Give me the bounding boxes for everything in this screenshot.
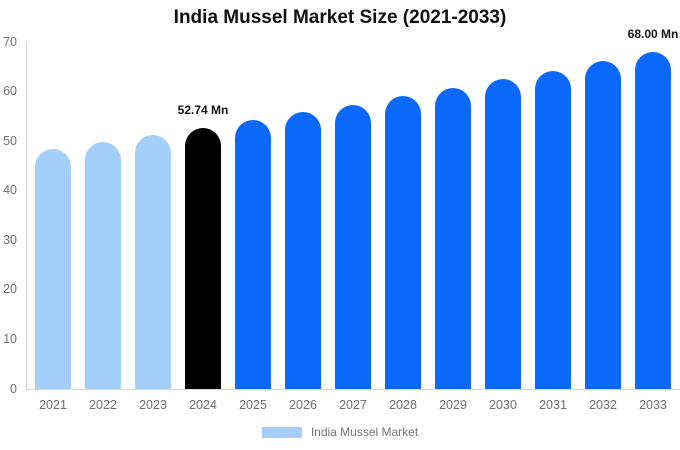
x-tick-label: 2024 bbox=[189, 398, 217, 412]
bar-2032[interactable] bbox=[585, 61, 621, 389]
x-tick-label: 2030 bbox=[489, 398, 517, 412]
y-tick-label: 0 bbox=[10, 381, 17, 396]
bar-2031[interactable] bbox=[535, 70, 571, 389]
bar-2028[interactable] bbox=[385, 96, 421, 389]
y-tick-label: 50 bbox=[3, 133, 17, 148]
legend[interactable]: India Mussel Market bbox=[0, 425, 680, 439]
chart-title: India Mussel Market Size (2021-2033) bbox=[173, 7, 507, 28]
data-label-2033: 68.00 Mn bbox=[627, 26, 679, 41]
y-tick-label: 30 bbox=[3, 232, 17, 247]
bar-2026[interactable] bbox=[285, 112, 321, 389]
x-tick-label: 2028 bbox=[389, 398, 417, 412]
x-tick-label: 2032 bbox=[589, 398, 617, 412]
x-tick-label: 2027 bbox=[339, 398, 367, 412]
x-tick-label: 2029 bbox=[439, 398, 467, 412]
y-tick-label: 20 bbox=[3, 282, 17, 297]
bar-2022[interactable] bbox=[85, 141, 121, 389]
x-tick-label: 2026 bbox=[289, 398, 317, 412]
bar-2025[interactable] bbox=[235, 120, 271, 389]
bar-2029[interactable] bbox=[435, 88, 471, 389]
y-tick-label: 60 bbox=[3, 84, 17, 99]
bar-2033[interactable] bbox=[635, 51, 671, 389]
y-tick-label: 40 bbox=[3, 183, 17, 198]
x-tick-label: 2033 bbox=[639, 398, 667, 412]
bar-2024[interactable] bbox=[185, 127, 221, 389]
x-tick-label: 2031 bbox=[539, 398, 567, 412]
x-tick-label: 2021 bbox=[39, 398, 67, 412]
bar-2023[interactable] bbox=[135, 134, 171, 389]
legend-swatch bbox=[261, 426, 302, 438]
bar-2021[interactable] bbox=[35, 148, 71, 389]
x-axis-line bbox=[26, 389, 680, 390]
y-axis-line bbox=[26, 42, 27, 390]
bar-2027[interactable] bbox=[335, 104, 371, 389]
x-tick-label: 2022 bbox=[89, 398, 117, 412]
x-tick-label: 2023 bbox=[139, 398, 167, 412]
y-tick-label: 10 bbox=[3, 331, 17, 346]
legend-label: India Mussel Market bbox=[310, 425, 419, 439]
x-tick-label: 2025 bbox=[239, 398, 267, 412]
data-label-2024: 52.74 Mn bbox=[177, 102, 229, 117]
y-tick-label: 70 bbox=[3, 34, 17, 49]
bar-2030[interactable] bbox=[485, 79, 521, 389]
